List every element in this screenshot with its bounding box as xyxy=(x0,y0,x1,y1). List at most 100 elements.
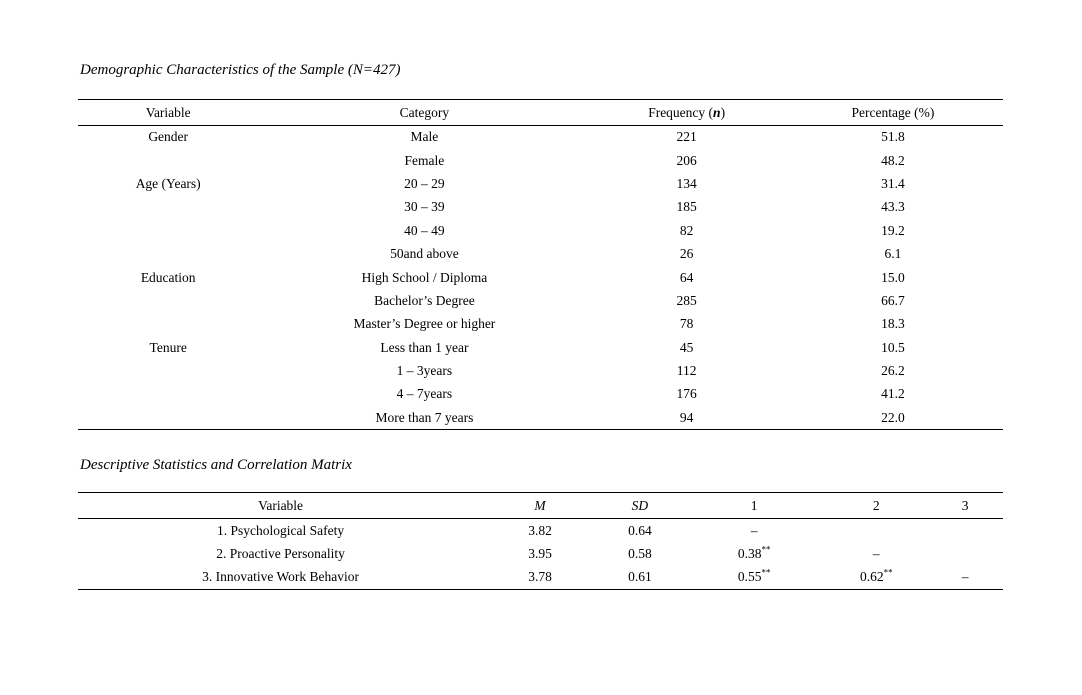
cell-corr-1: 0.38** xyxy=(737,544,771,561)
cell-category: 20 – 29 xyxy=(404,175,445,191)
cell-frequency: 78 xyxy=(679,316,694,332)
cell-category: Male xyxy=(410,129,439,145)
header-row: Variable M SD 1 2 3 xyxy=(78,493,1003,519)
cell-mean: 3.78 xyxy=(528,569,552,585)
col-header-frequency: Frequency (n) xyxy=(648,104,726,120)
cell-frequency: 206 xyxy=(676,152,697,168)
cell-corr-2: 0.62** xyxy=(859,567,893,585)
cell-variable: 1. Psychological Safety xyxy=(217,522,345,538)
col-header-variable: Variable xyxy=(258,497,304,513)
cell-category: 50and above xyxy=(390,246,459,262)
cell-frequency: 45 xyxy=(679,339,694,355)
correlation-table: Variable M SD 1 2 3 1. Psychological Saf… xyxy=(78,492,1003,590)
significance-marker: ** xyxy=(761,544,771,555)
cell-percentage: 26.2 xyxy=(881,363,905,379)
cell-corr-2 xyxy=(825,519,927,543)
cell-category: 4 – 7years xyxy=(396,386,453,402)
cell-frequency: 185 xyxy=(676,199,697,215)
cell-category: 1 – 3years xyxy=(396,363,453,379)
cell-variable xyxy=(78,242,258,265)
cell-frequency: 82 xyxy=(679,222,694,238)
table-row: 3. Innovative Work Behavior 3.78 0.61 0.… xyxy=(78,566,1003,590)
cell-percentage: 66.7 xyxy=(881,292,905,308)
cell-corr-2: – xyxy=(872,545,880,561)
cell-percentage: 22.0 xyxy=(881,409,905,425)
table-row: 40 – 49 82 19.2 xyxy=(78,219,1003,242)
cell-variable xyxy=(78,313,258,336)
cell-variable xyxy=(78,196,258,219)
cell-sd: 0.58 xyxy=(628,545,652,561)
cell-mean: 3.95 xyxy=(528,545,552,561)
cell-variable xyxy=(78,359,258,382)
col-header-sd: SD xyxy=(631,497,649,513)
table-row: Gender Male 221 51.8 xyxy=(78,126,1003,149)
table-row: More than 7 years 94 22.0 xyxy=(78,406,1003,429)
cell-percentage: 43.3 xyxy=(881,199,905,215)
cell-variable: 3. Innovative Work Behavior xyxy=(202,569,360,585)
table-row: Education High School / Diploma 64 15.0 xyxy=(78,266,1003,289)
table-row: 50and above 26 6.1 xyxy=(78,242,1003,265)
cell-variable: Tenure xyxy=(149,339,187,355)
table-row: 2. Proactive Personality 3.95 0.58 0.38*… xyxy=(78,542,1003,566)
cell-variable: Gender xyxy=(148,129,189,145)
demographics-table-title: Demographic Characteristics of the Sampl… xyxy=(80,62,401,78)
col-header-2: 2 xyxy=(872,497,880,513)
table-row: Age (Years) 20 – 29 134 31.4 xyxy=(78,172,1003,195)
cell-variable xyxy=(78,289,258,312)
cell-sd: 0.61 xyxy=(628,569,652,585)
correlation-table-title: Descriptive Statistics and Correlation M… xyxy=(80,457,352,473)
cell-percentage: 41.2 xyxy=(881,386,905,402)
header-row: Variable Category Frequency (n) Percenta… xyxy=(78,100,1003,126)
cell-percentage: 6.1 xyxy=(884,246,902,262)
cell-frequency: 221 xyxy=(676,129,697,145)
cell-percentage: 31.4 xyxy=(881,175,905,191)
cell-category: More than 7 years xyxy=(375,409,474,425)
cell-category: Female xyxy=(404,152,445,168)
cell-variable xyxy=(78,149,258,172)
table-row: 30 – 39 185 43.3 xyxy=(78,196,1003,219)
cell-category: Bachelor’s Degree xyxy=(374,292,475,308)
cell-variable xyxy=(78,406,258,429)
cell-corr-3: – xyxy=(961,569,969,585)
cell-variable xyxy=(78,383,258,406)
significance-marker: ** xyxy=(761,567,771,578)
cell-frequency: 176 xyxy=(676,386,697,402)
cell-category: Less than 1 year xyxy=(380,339,469,355)
cell-variable: Age (Years) xyxy=(135,175,201,191)
table-row: Master’s Degree or higher 78 18.3 xyxy=(78,313,1003,336)
cell-percentage: 48.2 xyxy=(881,152,905,168)
cell-variable: 2. Proactive Personality xyxy=(216,545,345,561)
demographics-table: Variable Category Frequency (n) Percenta… xyxy=(78,99,1003,431)
col-header-mean: M xyxy=(534,497,546,513)
cell-category: High School / Diploma xyxy=(361,269,488,285)
significance-marker: ** xyxy=(883,567,893,578)
cell-category: 30 – 39 xyxy=(404,199,445,215)
table-row: Bachelor’s Degree 285 66.7 xyxy=(78,289,1003,312)
cell-percentage: 15.0 xyxy=(881,269,905,285)
col-header-variable: Variable xyxy=(145,104,191,120)
cell-percentage: 18.3 xyxy=(881,316,905,332)
table-row: Tenure Less than 1 year 45 10.5 xyxy=(78,336,1003,359)
cell-variable xyxy=(78,219,258,242)
cell-frequency: 285 xyxy=(676,292,697,308)
table-row: 1. Psychological Safety 3.82 0.64 – xyxy=(78,519,1003,543)
cell-frequency: 134 xyxy=(676,175,697,191)
table-row: 4 – 7years 176 41.2 xyxy=(78,383,1003,406)
col-header-1: 1 xyxy=(750,497,758,513)
cell-sd: 0.64 xyxy=(628,522,652,538)
cell-corr-3 xyxy=(927,519,1003,543)
cell-frequency: 26 xyxy=(679,246,694,262)
col-header-category: Category xyxy=(399,104,450,120)
cell-category: Master’s Degree or higher xyxy=(353,316,496,332)
cell-corr-1: 0.55** xyxy=(737,567,771,585)
cell-percentage: 51.8 xyxy=(881,129,905,145)
table-row: 1 – 3years 112 26.2 xyxy=(78,359,1003,382)
cell-mean: 3.82 xyxy=(528,522,552,538)
cell-percentage: 19.2 xyxy=(881,222,905,238)
cell-percentage: 10.5 xyxy=(881,339,905,355)
cell-frequency: 94 xyxy=(679,409,694,425)
frequency-n-symbol: n xyxy=(713,104,721,120)
cell-category: 40 – 49 xyxy=(404,222,445,238)
col-header-percentage: Percentage (%) xyxy=(851,104,935,120)
